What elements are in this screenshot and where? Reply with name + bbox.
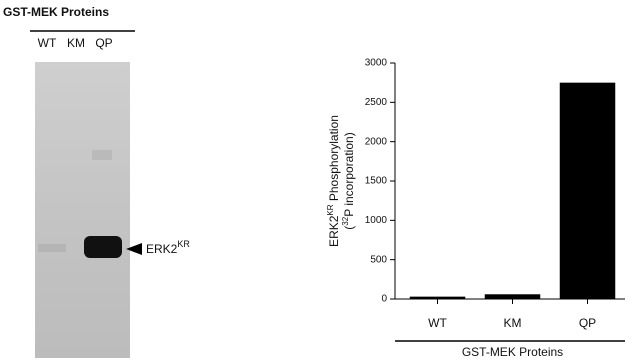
label-part: ERK2 (327, 215, 341, 247)
label-part: P incorporation) (342, 132, 356, 217)
y-tick-label: 2000 (365, 136, 388, 147)
gel-band (84, 236, 122, 258)
y-tick-label: 1000 (365, 215, 388, 226)
y-tick-label: 500 (370, 254, 387, 265)
y-tick-label: 0 (381, 294, 387, 305)
gel-band-faint (38, 244, 66, 252)
x-tick-label: KM (504, 316, 522, 330)
superscript: KR (326, 204, 335, 215)
bar (560, 83, 616, 299)
lane-label: WT (38, 36, 57, 50)
y-tick-label: 3000 (365, 58, 388, 69)
gel-smear (92, 150, 112, 160)
gel-image (35, 62, 130, 358)
lane-label: QP (95, 36, 112, 50)
lane-label: KM (67, 36, 85, 50)
gel-title: GST-MEK Proteins (3, 5, 109, 19)
figure: GST-MEK Proteins ERK2KR WTKMQP0500100015… (0, 0, 634, 362)
y-axis-label: ERK2KR Phosphorylation (326, 115, 342, 247)
label-part: Phosphorylation (327, 115, 341, 204)
y-tick-label: 2500 (365, 97, 388, 108)
x-axis-label: GST-MEK Proteins (462, 345, 563, 359)
bar (485, 294, 541, 299)
band-label: ERK2KR (146, 239, 190, 256)
superscript: KR (177, 239, 190, 249)
x-tick-label: WT (428, 316, 447, 330)
band-text: ERK2 (146, 242, 178, 256)
y-tick-label: 1500 (365, 176, 388, 187)
y-axis-label: (32P incorporation) (341, 132, 357, 229)
x-tick-label: QP (579, 316, 596, 330)
